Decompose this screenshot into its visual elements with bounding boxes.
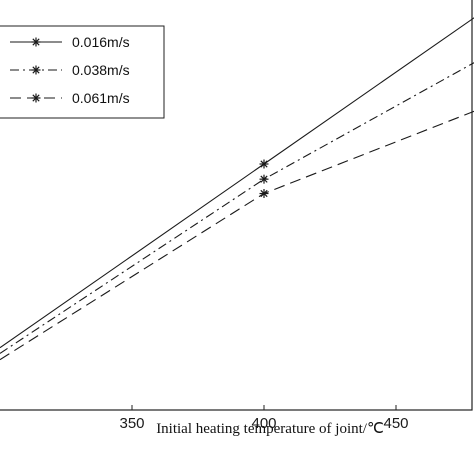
- legend-marker-3: [31, 93, 41, 103]
- x-tick-label: 400: [251, 415, 276, 432]
- series-marker-1: [259, 159, 269, 169]
- series-marker-3: [259, 189, 269, 199]
- legend-marker-2: [31, 65, 41, 75]
- x-axis: 350 400 450: [119, 405, 409, 432]
- series-line-2: [0, 62, 474, 354]
- legend-label-2: 0.038m/s: [72, 62, 130, 78]
- series-marker-2: [259, 174, 269, 184]
- series-layer: [0, 17, 474, 361]
- x-axis-label: Initial heating temperature of joint/℃: [156, 421, 384, 437]
- x-tick-label: 350: [119, 415, 144, 432]
- x-tick-label: 450: [383, 415, 408, 432]
- legend-label-3: 0.061m/s: [72, 90, 130, 106]
- legend-box: [0, 25, 165, 119]
- legend-label-1: 0.016m/s: [72, 34, 130, 50]
- legend-marker-1: [31, 37, 41, 47]
- legend: 0.016m/s 0.038m/s 0.061m/s: [0, 25, 165, 119]
